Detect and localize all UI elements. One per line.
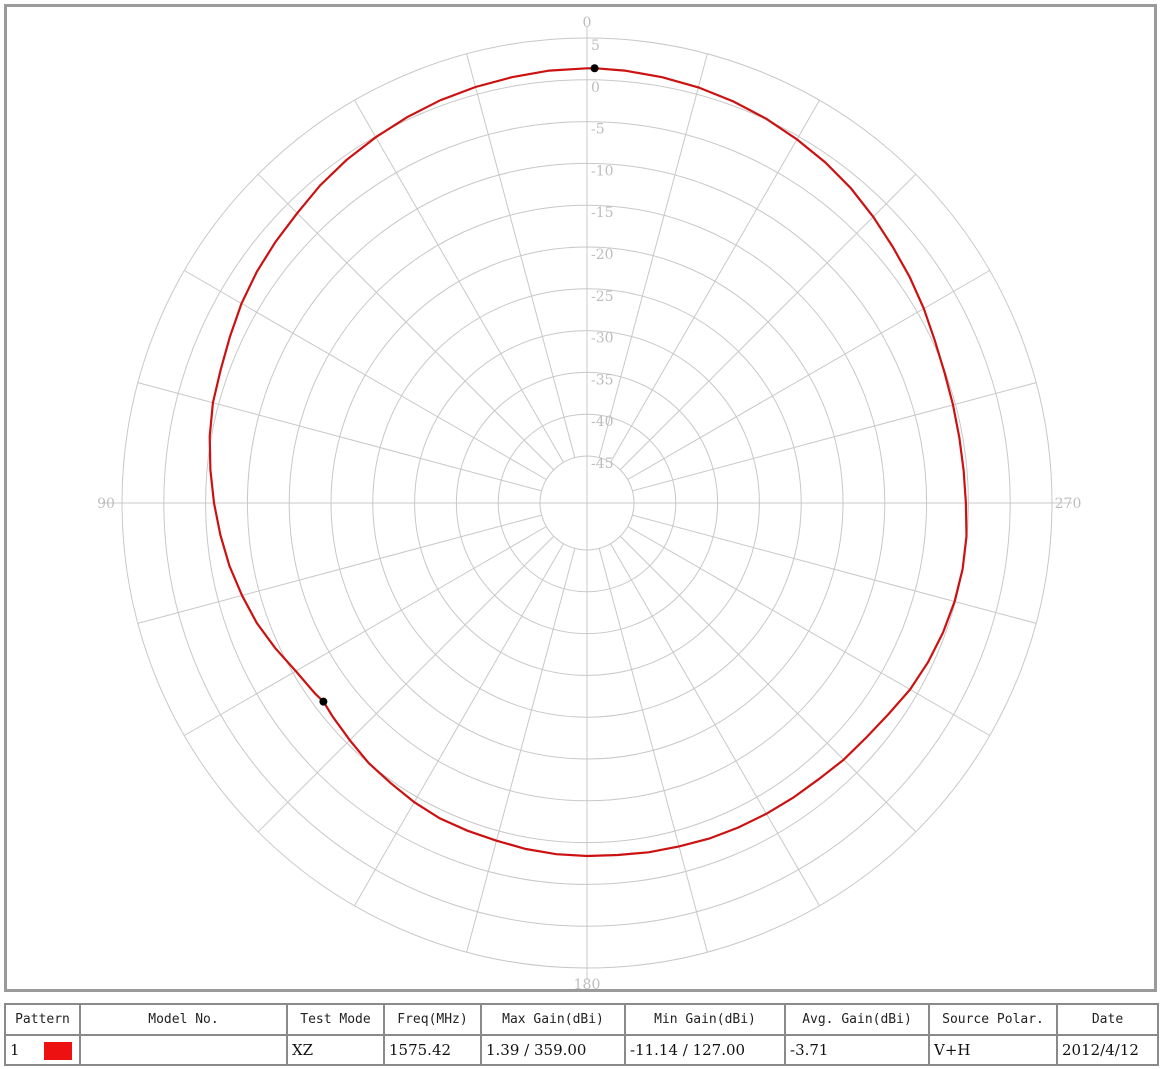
header-avg-gain: Avg. Gain(dBi)	[784, 1002, 930, 1037]
radial-tick-label: -45	[591, 456, 614, 472]
table-header-row: Pattern Model No. Test Mode Freq(MHz) Ma…	[4, 1002, 1159, 1037]
grid-spoke	[627, 270, 990, 480]
polar-plot-frame: 5 0 -5 -10 -15 -20 -25 -30 -35 -40 -45 0 90 180 270	[4, 4, 1157, 992]
header-max-gain: Max Gain(dBi)	[480, 1002, 626, 1037]
header-model-no: Model No.	[79, 1002, 288, 1037]
grid-spoke	[619, 173, 917, 471]
measurement-table: Pattern Model No. Test Mode Freq(MHz) Ma…	[4, 1002, 1159, 1066]
grid-spoke	[466, 53, 576, 458]
radial-tick-label: -35	[591, 372, 614, 388]
header-test-mode: Test Mode	[286, 1002, 385, 1037]
gain-marker	[590, 64, 599, 73]
grid-spoke	[354, 100, 564, 463]
grid-spoke	[137, 514, 542, 624]
cell-source-polar: V+H	[928, 1034, 1058, 1066]
cell-pattern: 1	[4, 1034, 81, 1066]
grid-spoke	[598, 53, 708, 458]
cell-test-mode: XZ	[286, 1034, 385, 1066]
cell-max-gain: 1.39 / 359.00	[480, 1034, 626, 1066]
pattern-trace	[208, 67, 968, 858]
grid-spoke	[466, 548, 576, 953]
grid-spoke	[598, 548, 708, 953]
header-freq: Freq(MHz)	[383, 1002, 482, 1037]
cell-avg-gain: -3.71	[784, 1034, 930, 1066]
radial-tick-labels: 5 0 -5 -10 -15 -20 -25 -30 -35 -40 -45	[591, 38, 614, 472]
polar-grid	[102, 26, 1072, 980]
angle-label: 90	[97, 496, 115, 512]
angle-label: 0	[583, 15, 592, 31]
grid-spoke	[619, 535, 917, 833]
radial-tick-label: -5	[591, 122, 605, 138]
radial-tick-label: 5	[591, 38, 600, 54]
radial-tick-label: -30	[591, 331, 614, 347]
radial-tick-label: -10	[591, 163, 614, 179]
polar-plot: 5 0 -5 -10 -15 -20 -25 -30 -35 -40 -45 0 90 180 270	[97, 15, 1081, 989]
grid-spoke	[632, 382, 1037, 492]
radial-tick-label: -20	[591, 247, 614, 263]
radial-tick-label: -15	[591, 205, 614, 221]
grid-spoke	[610, 100, 820, 463]
peak-markers	[319, 64, 599, 706]
gain-marker	[319, 697, 328, 706]
grid-spoke	[627, 526, 990, 736]
cell-min-gain: -11.14 / 127.00	[624, 1034, 786, 1066]
header-date: Date	[1056, 1002, 1159, 1037]
pattern-traces	[208, 67, 968, 858]
radial-tick-label: -25	[591, 289, 614, 305]
table-row: 1 XZ 1575.42 1.39 / 359.00 -11.14 / 127.…	[4, 1034, 1159, 1066]
radial-tick-label: -40	[591, 414, 614, 430]
pattern-number: 1	[10, 1040, 20, 1059]
header-pattern: Pattern	[4, 1002, 81, 1037]
cell-date: 2012/4/12	[1056, 1034, 1159, 1066]
pattern-color-swatch	[44, 1041, 73, 1060]
grid-spoke	[184, 270, 547, 480]
angle-label: 270	[1055, 496, 1082, 512]
angle-label: 180	[574, 977, 601, 989]
grid-spoke	[610, 543, 820, 906]
grid-spoke	[184, 526, 547, 736]
angle-labels: 0 90 180 270	[97, 15, 1081, 989]
grid-spoke	[354, 543, 564, 906]
cell-freq: 1575.42	[383, 1034, 482, 1066]
grid-spoke	[137, 382, 542, 492]
grid-spoke	[632, 514, 1037, 624]
grid-spoke	[257, 173, 555, 471]
radial-tick-label: 0	[591, 80, 600, 96]
cell-model-no	[79, 1034, 288, 1066]
header-min-gain: Min Gain(dBi)	[624, 1002, 786, 1037]
header-source-polar: Source Polar.	[928, 1002, 1058, 1037]
grid-spoke	[257, 535, 555, 833]
